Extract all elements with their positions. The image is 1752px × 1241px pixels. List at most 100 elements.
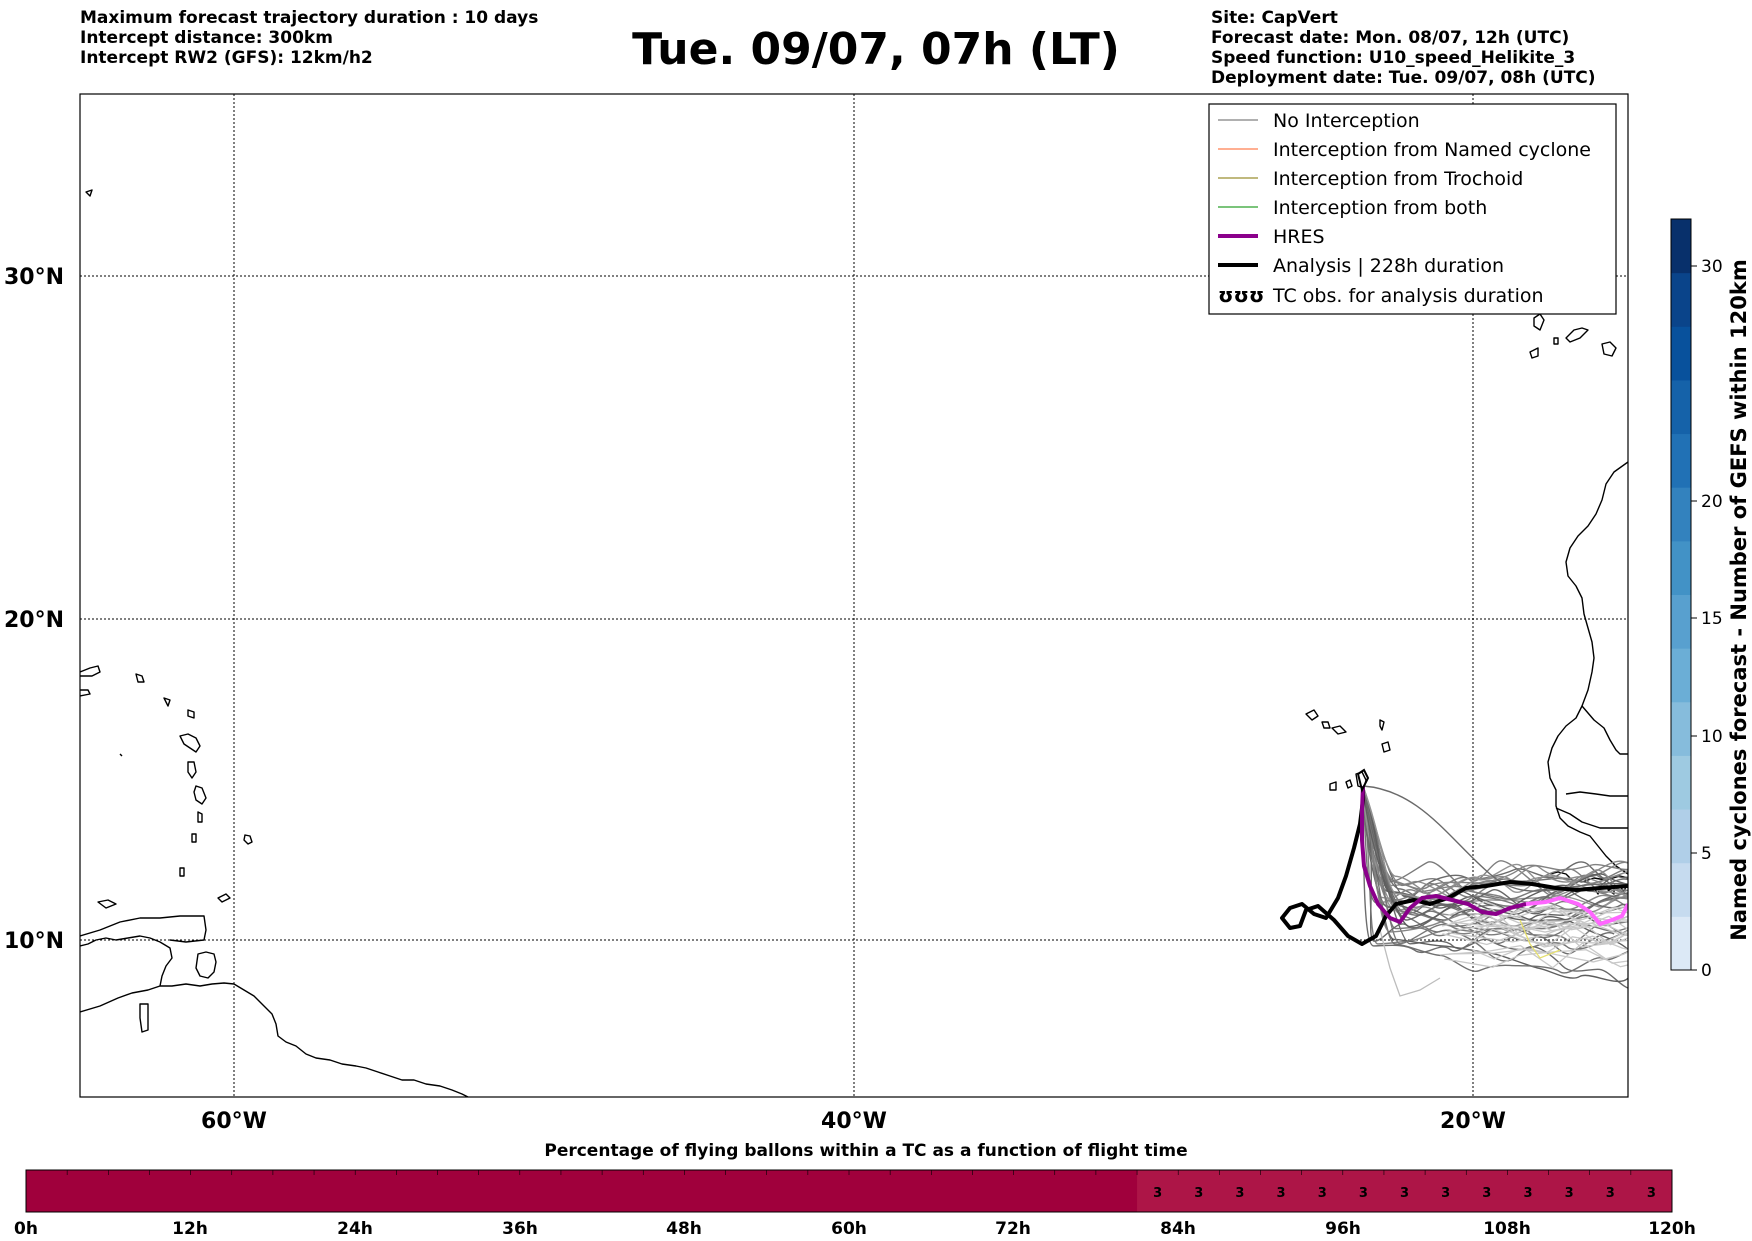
flight-time-bar: Percentage of flying ballons within a TC… xyxy=(14,1141,1696,1239)
legend-item-named-cyclone: Interception from Named cyclone xyxy=(1218,139,1591,161)
legend-label-named-cyclone: Interception from Named cyclone xyxy=(1273,139,1591,161)
flight-bar-tick-labels: 0h 12h 24h 36h 48h 60h 72h 84h 96h 108h … xyxy=(14,1219,1696,1239)
forecast-date-text: Forecast date: Mon. 08/07, 12h (UTC) xyxy=(1211,28,1570,48)
ensemble-trajectories-late xyxy=(1379,900,1628,997)
coast-gambia xyxy=(1565,791,1628,797)
speed-function-text: Speed function: U10_speed_Helikite_3 xyxy=(1211,48,1576,68)
island-canary-1 xyxy=(1533,313,1545,331)
lon-label-60w: 60°W xyxy=(201,1109,267,1134)
coast-africa xyxy=(1547,461,1628,875)
hres-trajectory xyxy=(1360,785,1527,924)
island-stlucia xyxy=(197,811,203,823)
island-sao-nicolau xyxy=(1331,725,1347,735)
header-left-info: Maximum forecast trajectory duration : 1… xyxy=(80,8,538,68)
coast-guinea xyxy=(1555,807,1628,829)
legend-item-tc-obs: ʊʊʊ TC obs. for analysis duration xyxy=(1218,283,1544,307)
flight-bar-value: 3 xyxy=(1606,1186,1615,1201)
ensemble-member-late xyxy=(1447,900,1628,921)
island-sao-vicente xyxy=(1321,721,1331,729)
legend-entries: No Interception Interception from Named … xyxy=(1218,110,1591,307)
flight-bar-value: 3 xyxy=(1194,1186,1203,1201)
coast-gulf-paria xyxy=(80,935,173,987)
max-duration-text: Maximum forecast trajectory duration : 1… xyxy=(80,8,539,28)
island-canary-5 xyxy=(1529,347,1539,359)
island-fogo xyxy=(1345,779,1353,789)
colorbar-cell xyxy=(1671,326,1691,381)
colorbar-cell xyxy=(1671,701,1691,756)
island-abc xyxy=(97,899,117,909)
island-pr xyxy=(80,689,91,697)
ensemble-member xyxy=(1362,785,1628,983)
colorbar-cells xyxy=(1671,219,1691,971)
flight-bar-value: 3 xyxy=(1441,1186,1450,1201)
flight-bar-value: 3 xyxy=(1647,1186,1656,1201)
island-canary-2 xyxy=(1565,327,1589,343)
ensemble-member-late xyxy=(1444,949,1628,968)
island-canary-3 xyxy=(1601,341,1617,357)
flight-bar-value: 3 xyxy=(1235,1186,1244,1201)
colorbar-title: Named cyclones forecast - Number of GEFS… xyxy=(1727,259,1751,940)
colorbar-cell xyxy=(1671,862,1691,917)
colorbar-tick-10: 10 xyxy=(1701,727,1723,747)
island-sal xyxy=(1379,719,1385,731)
flight-tick-12h: 12h xyxy=(172,1219,208,1239)
island-margarita xyxy=(139,1003,149,1033)
legend-item-no-interception: No Interception xyxy=(1218,110,1420,132)
colorbar-cell xyxy=(1671,540,1691,595)
ensemble-member-late xyxy=(1379,929,1441,997)
flight-bar-title: Percentage of flying ballons within a TC… xyxy=(544,1141,1187,1161)
island-santo-antao xyxy=(1305,709,1319,721)
lon-label-20w: 20°W xyxy=(1440,1109,1506,1134)
island-martinique xyxy=(193,785,207,805)
ensemble-member-late xyxy=(1448,948,1628,963)
colorbar-cell xyxy=(1671,379,1691,435)
coast-trinidad xyxy=(195,951,217,979)
ensemble-member-late xyxy=(1453,908,1628,934)
legend-item-both: Interception from both xyxy=(1218,197,1487,219)
ensemble-member xyxy=(1362,785,1628,892)
ensemble-member xyxy=(1362,785,1628,901)
colorbar-cell xyxy=(1671,594,1691,649)
ensemble-member xyxy=(1362,785,1628,933)
flight-bar-frame xyxy=(25,1169,1673,1213)
flight-bar-ticks xyxy=(25,1170,1673,1175)
colorbar-cell xyxy=(1671,755,1691,810)
colorbar-tick-20: 20 xyxy=(1701,492,1723,512)
page-title: Tue. 09/07, 07h (LT) xyxy=(632,24,1120,75)
colorbar-cell xyxy=(1671,272,1691,327)
island-virgin xyxy=(80,665,101,677)
analysis-trajectory xyxy=(1280,788,1628,946)
map-frame xyxy=(79,93,1629,1098)
colorbar-cell xyxy=(1671,648,1691,703)
ensemble-member xyxy=(1362,785,1628,903)
map-axis-labels: 60°W 40°W 20°W 30°N 20°N 10°N xyxy=(4,265,1506,1134)
flight-tick-108h: 108h xyxy=(1483,1219,1531,1239)
legend[interactable]: No Interception Interception from Named … xyxy=(1208,103,1617,315)
ensemble-member-late xyxy=(1470,921,1628,947)
island-leeward xyxy=(135,673,145,683)
ensemble-member xyxy=(1362,785,1628,915)
colorbar: 0 5 10 15 20 30 Named cyclones forecast … xyxy=(1670,218,1751,981)
legend-label-hres: HRES xyxy=(1273,226,1325,248)
ensemble-member-late xyxy=(1448,920,1628,946)
colorbar-tick-5: 5 xyxy=(1701,844,1712,864)
legend-label-both: Interception from both xyxy=(1273,197,1487,219)
ensemble-member-late xyxy=(1440,942,1628,969)
ensemble-member xyxy=(1362,785,1628,890)
coast-senegal xyxy=(1581,705,1628,755)
intercept-rw2-text: Intercept RW2 (GFS): 12km/h2 xyxy=(80,48,373,68)
island-guadeloupe xyxy=(179,733,201,753)
colorbar-cell xyxy=(1671,809,1691,864)
island-grenada xyxy=(179,867,185,877)
colorbar-tick-30: 30 xyxy=(1701,257,1723,277)
colorbar-tick-0: 0 xyxy=(1701,961,1712,981)
legend-item-trochoid: Interception from Trochoid xyxy=(1218,168,1523,190)
island-leeward-2 xyxy=(163,697,171,707)
legend-label-trochoid: Interception from Trochoid xyxy=(1273,168,1523,190)
coast-south-america xyxy=(80,982,469,1097)
lat-label-10n: 10°N xyxy=(4,929,64,954)
flight-bar-value: 3 xyxy=(1400,1186,1409,1201)
deployment-date-text: Deployment date: Tue. 09/07, 08h (UTC) xyxy=(1211,68,1596,88)
flight-bar-value: 3 xyxy=(1482,1186,1491,1201)
colorbar-cell xyxy=(1671,433,1691,488)
